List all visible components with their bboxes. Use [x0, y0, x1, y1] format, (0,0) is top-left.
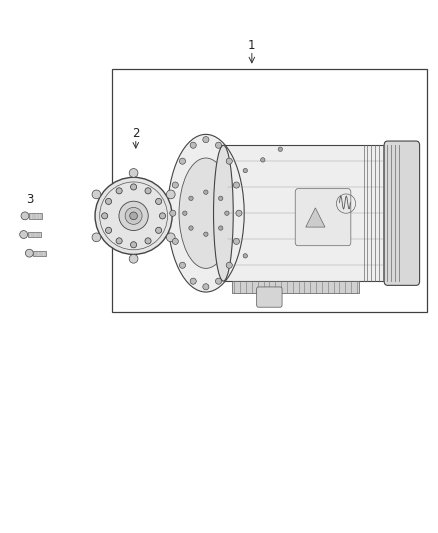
Ellipse shape [167, 134, 244, 292]
Text: 3: 3 [26, 193, 33, 206]
Ellipse shape [106, 227, 112, 233]
Text: 1: 1 [248, 39, 256, 52]
Ellipse shape [155, 227, 162, 233]
Ellipse shape [172, 182, 178, 188]
Ellipse shape [145, 188, 151, 194]
Ellipse shape [155, 198, 162, 205]
Ellipse shape [204, 232, 208, 237]
Ellipse shape [92, 190, 101, 199]
Ellipse shape [226, 158, 232, 164]
FancyBboxPatch shape [295, 189, 351, 246]
Ellipse shape [20, 231, 28, 238]
Ellipse shape [214, 146, 233, 281]
Ellipse shape [131, 241, 137, 248]
Ellipse shape [21, 212, 29, 220]
Bar [33, 251, 46, 256]
Ellipse shape [130, 212, 138, 220]
Ellipse shape [145, 238, 151, 244]
Ellipse shape [129, 254, 138, 263]
Ellipse shape [183, 211, 187, 215]
Ellipse shape [204, 190, 208, 195]
Ellipse shape [92, 233, 101, 241]
Ellipse shape [233, 238, 240, 245]
Text: 2: 2 [132, 127, 140, 140]
Ellipse shape [106, 198, 112, 205]
Bar [29, 213, 42, 219]
Ellipse shape [261, 158, 265, 162]
Ellipse shape [203, 284, 209, 290]
Ellipse shape [226, 262, 232, 268]
Ellipse shape [170, 210, 176, 216]
Ellipse shape [25, 249, 33, 257]
Ellipse shape [102, 213, 108, 219]
Ellipse shape [116, 238, 122, 244]
Bar [112, 69, 427, 312]
Polygon shape [306, 208, 325, 227]
Ellipse shape [190, 142, 196, 148]
Ellipse shape [243, 254, 247, 258]
Ellipse shape [243, 168, 247, 173]
FancyBboxPatch shape [384, 141, 420, 285]
Ellipse shape [166, 233, 175, 241]
Ellipse shape [215, 278, 222, 284]
Ellipse shape [180, 262, 186, 268]
Ellipse shape [219, 196, 223, 200]
Ellipse shape [215, 142, 222, 148]
Ellipse shape [189, 196, 193, 200]
Bar [232, 281, 359, 293]
Ellipse shape [116, 188, 122, 194]
Ellipse shape [131, 184, 137, 190]
FancyBboxPatch shape [257, 287, 282, 307]
Ellipse shape [203, 136, 209, 143]
Bar [223, 146, 412, 281]
Ellipse shape [119, 201, 148, 230]
Ellipse shape [172, 238, 178, 245]
Ellipse shape [219, 226, 223, 230]
Ellipse shape [225, 211, 229, 215]
Ellipse shape [129, 168, 138, 177]
Ellipse shape [180, 158, 186, 164]
Ellipse shape [166, 190, 175, 199]
Ellipse shape [189, 226, 193, 230]
Ellipse shape [159, 213, 166, 219]
Bar [28, 232, 41, 237]
Ellipse shape [95, 177, 172, 254]
Ellipse shape [278, 147, 283, 151]
Ellipse shape [179, 158, 233, 269]
Ellipse shape [236, 210, 242, 216]
Ellipse shape [233, 182, 240, 188]
Ellipse shape [125, 207, 142, 224]
Ellipse shape [190, 278, 196, 284]
